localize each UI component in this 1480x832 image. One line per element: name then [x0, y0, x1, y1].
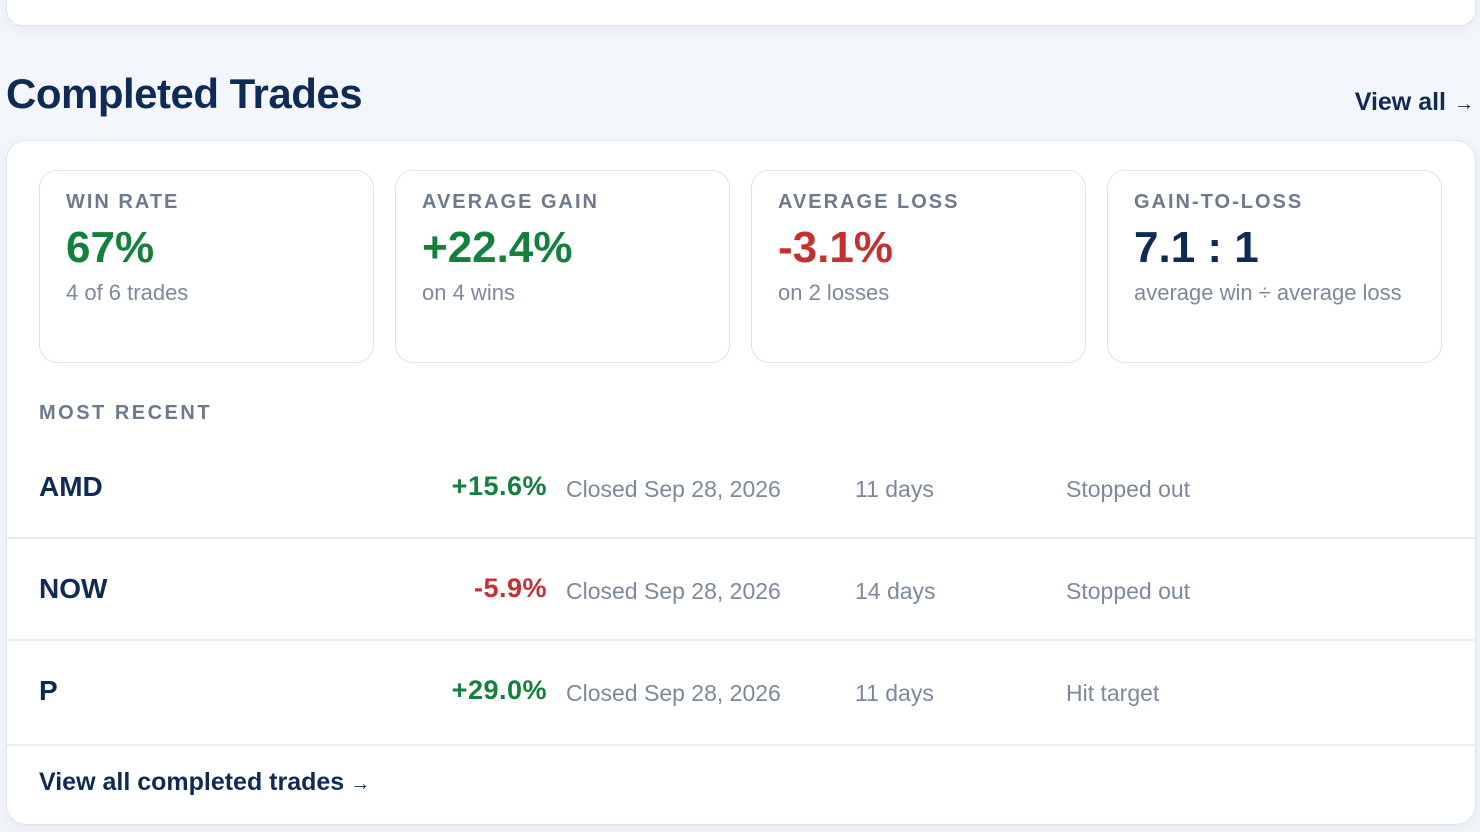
trade-row[interactable]: NOW -5.9% Closed Sep 28, 2026 14 days St… — [7, 539, 1475, 641]
view-all-label: View all — [1354, 88, 1446, 116]
stat-subtext: average win ÷ average loss — [1134, 280, 1402, 306]
stat-label: WIN RATE — [66, 191, 180, 213]
stat-value: +22.4% — [422, 223, 573, 272]
stat-label: AVERAGE GAIN — [422, 191, 599, 213]
stat-card-average-gain: AVERAGE GAIN +22.4% on 4 wins — [395, 170, 730, 363]
trade-ticker: NOW — [39, 573, 108, 604]
arrow-right-icon: → — [1454, 93, 1474, 115]
trade-duration: 14 days — [855, 578, 936, 604]
trade-change: +15.6% — [451, 471, 547, 501]
completed-trades-card: WIN RATE 67% 4 of 6 trades AVERAGE GAIN … — [6, 140, 1476, 825]
trade-duration: 11 days — [855, 680, 934, 706]
stat-card-win-rate: WIN RATE 67% 4 of 6 trades — [39, 170, 374, 363]
trade-duration: 11 days — [855, 476, 934, 502]
stat-card-gain-to-loss: GAIN-TO-LOSS 7.1 : 1 average win ÷ avera… — [1107, 170, 1442, 363]
stat-subtext: 4 of 6 trades — [66, 280, 189, 306]
section-title: Completed Trades — [6, 70, 363, 117]
trade-closed-date: Closed Sep 28, 2026 — [566, 578, 781, 604]
trade-closed-date: Closed Sep 28, 2026 — [566, 680, 781, 706]
trade-ticker: P — [39, 675, 58, 706]
trade-closed-date: Closed Sep 28, 2026 — [566, 476, 781, 502]
footer-link-label: View all completed trades — [39, 768, 345, 796]
stat-label: GAIN-TO-LOSS — [1134, 191, 1304, 213]
arrow-right-icon: → — [350, 773, 371, 795]
stat-value: 67% — [66, 223, 155, 272]
stat-value: 7.1 : 1 — [1134, 223, 1259, 272]
stat-subtext: on 4 wins — [422, 280, 515, 306]
stat-card-average-loss: AVERAGE LOSS -3.1% on 2 losses — [751, 170, 1086, 363]
stats-row: WIN RATE 67% 4 of 6 trades AVERAGE GAIN … — [39, 170, 1442, 363]
trade-change: +29.0% — [451, 675, 547, 705]
trade-outcome: Stopped out — [1066, 578, 1191, 604]
trade-outcome: Hit target — [1066, 680, 1160, 706]
recent-trades-list: AMD +15.6% Closed Sep 28, 2026 11 days S… — [7, 437, 1475, 746]
trade-change: -5.9% — [473, 573, 547, 603]
trade-ticker: AMD — [39, 471, 103, 502]
view-all-completed-trades-link[interactable]: View all completed trades → — [39, 768, 370, 797]
view-all-link[interactable]: View all → — [1355, 88, 1474, 117]
stat-label: AVERAGE LOSS — [778, 191, 960, 213]
trade-row[interactable]: P +29.0% Closed Sep 28, 2026 11 days Hit… — [7, 641, 1475, 746]
trade-row[interactable]: AMD +15.6% Closed Sep 28, 2026 11 days S… — [7, 437, 1475, 539]
stat-value: -3.1% — [778, 223, 893, 272]
most-recent-label: MOST RECENT — [39, 402, 213, 424]
trade-outcome: Stopped out — [1066, 476, 1191, 502]
previous-section-card — [6, 0, 1476, 26]
stat-subtext: on 2 losses — [778, 280, 890, 306]
